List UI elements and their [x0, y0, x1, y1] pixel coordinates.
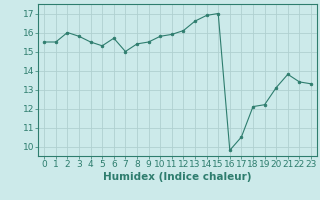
X-axis label: Humidex (Indice chaleur): Humidex (Indice chaleur) [103, 172, 252, 182]
